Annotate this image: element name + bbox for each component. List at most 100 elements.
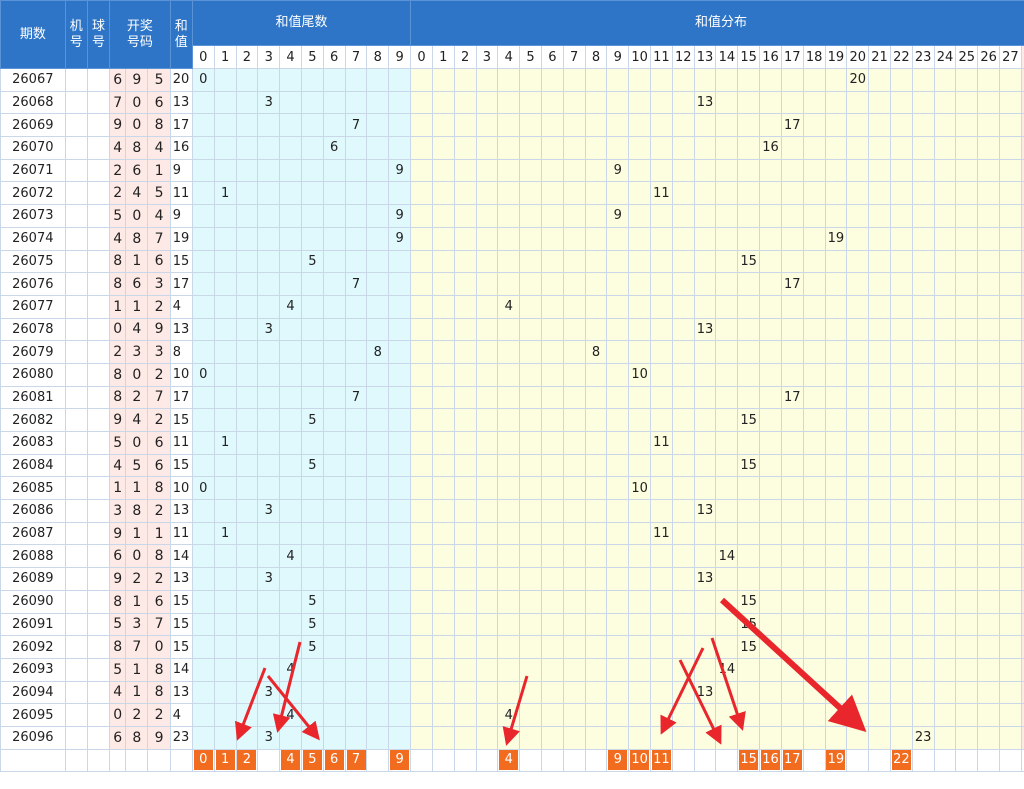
- dist-cell: [540, 499, 564, 523]
- dist-cell: [955, 158, 979, 183]
- dist-cell: [802, 499, 826, 523]
- dist-cell: [584, 226, 608, 251]
- tail-cell: 3: [257, 317, 281, 342]
- dist-cell: [889, 113, 913, 138]
- tail-cell: [344, 294, 368, 319]
- tail-cell: [235, 521, 259, 546]
- tail-cell: [235, 499, 259, 523]
- dist-cell: [497, 362, 521, 387]
- machine-cell: [64, 204, 88, 228]
- dist-cell: [889, 362, 913, 387]
- dist-cell: [846, 544, 870, 569]
- dist-cell: [453, 136, 477, 160]
- draw-digit-cell: 4: [147, 204, 171, 228]
- dist-cell: [497, 589, 521, 614]
- tail-cell: [322, 294, 346, 319]
- tail-cell: [213, 317, 237, 342]
- dist-cell: [475, 680, 499, 705]
- tail-cell: 1: [213, 521, 237, 546]
- draw-digit-cell: 0: [125, 544, 149, 569]
- dist-cell: [715, 499, 739, 523]
- dist-cell: [889, 408, 913, 432]
- dist-col-header: 22: [889, 45, 913, 69]
- dist-cell: [497, 90, 521, 115]
- draw-digit-cell: 0: [125, 113, 149, 138]
- draw-digit-cell: 4: [125, 408, 149, 432]
- dist-cell: [824, 317, 848, 342]
- dist-cell: [977, 158, 1001, 183]
- dist-cell: [519, 113, 542, 138]
- tail-cell: [344, 249, 368, 274]
- dist-cell: [519, 204, 542, 228]
- dist-cell: [868, 476, 891, 501]
- dist-cell: [780, 136, 804, 160]
- dist-cell: [475, 499, 499, 523]
- dist-cell: [540, 362, 564, 387]
- dist-col-header: 26: [977, 45, 1001, 69]
- tail-cell: 3: [257, 499, 281, 523]
- tail-cell: [257, 68, 281, 92]
- dist-cell: [431, 249, 455, 274]
- sum-cell: 15: [169, 589, 193, 614]
- dist-cell: [759, 635, 782, 659]
- dist-cell: [475, 204, 499, 228]
- tail-cell: 9: [388, 226, 412, 251]
- sum-cell: 9: [169, 204, 193, 228]
- draw-digit-cell: 2: [125, 567, 149, 591]
- dist-cell: [584, 635, 608, 659]
- draw-numbers-header: 开奖 号码: [109, 0, 171, 69]
- dist-cell: [431, 317, 455, 342]
- period-cell: 26085: [0, 476, 66, 501]
- dist-cell: [410, 725, 433, 750]
- dist-cell: [693, 294, 717, 319]
- dist-cell: [693, 408, 717, 432]
- period-cell: 26091: [0, 612, 66, 637]
- dist-cell: [824, 385, 848, 410]
- dist-cell: [519, 294, 542, 319]
- tail-cell: [279, 612, 302, 637]
- tail-cell: [279, 567, 302, 591]
- dist-cell: [889, 567, 913, 591]
- dist-cell: [606, 521, 630, 546]
- dist-cell: [911, 385, 935, 410]
- tail-cell: [257, 181, 281, 206]
- dist-cell: [475, 385, 499, 410]
- dist-cell: [737, 476, 761, 501]
- dist-col-header: 25: [955, 45, 979, 69]
- dist-cell: [737, 725, 761, 750]
- tail-cell: [366, 385, 390, 410]
- dist-cell: [780, 589, 804, 614]
- tail-cell: [213, 476, 237, 501]
- dist-cell: [759, 90, 782, 115]
- tail-col-header: 4: [279, 45, 302, 69]
- dist-cell: [933, 204, 957, 228]
- dist-cell: [410, 385, 433, 410]
- dist-cell: [606, 680, 630, 705]
- draw-digit-cell: 8: [147, 544, 171, 569]
- dist-cell: [977, 408, 1001, 432]
- dist-cell: [431, 113, 455, 138]
- tail-cell: [213, 567, 237, 591]
- tail-cell: [366, 476, 390, 501]
- ball-cell: [86, 317, 111, 342]
- draw-digit-cell: 2: [147, 703, 171, 727]
- draw-digit-cell: 8: [109, 272, 127, 296]
- tail-cell: [300, 204, 324, 228]
- dist-cell: [889, 703, 913, 727]
- dist-cell: [999, 340, 1022, 364]
- sum-cell: 11: [169, 181, 193, 206]
- dist-cell: [628, 589, 652, 614]
- dist-cell: [431, 90, 455, 115]
- tail-cell: [388, 544, 412, 569]
- dist-cell: [410, 68, 433, 92]
- ball-cell: [86, 181, 111, 206]
- dist-cell: [606, 635, 630, 659]
- dist-cell: [824, 362, 848, 387]
- dist-cell: [911, 249, 935, 274]
- table-row: 26090 8 1 6 15 5 15: [0, 589, 1024, 614]
- dist-cell: [977, 181, 1001, 206]
- dist-cell: [431, 567, 455, 591]
- dist-cell: [802, 476, 826, 501]
- dist-cell: [999, 703, 1022, 727]
